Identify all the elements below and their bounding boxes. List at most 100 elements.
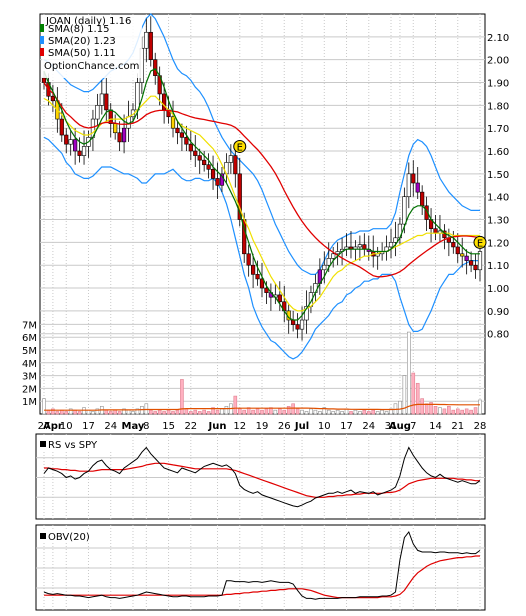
volume-bar <box>184 408 189 415</box>
candle-body <box>455 246 460 255</box>
volume-tick-label: 3M <box>22 372 37 383</box>
rs-line <box>43 446 481 508</box>
volume-bar <box>366 411 371 415</box>
date-tick-label: Apr <box>43 421 63 432</box>
volume-tick-label: 1M <box>22 397 37 408</box>
volume-bar <box>389 408 393 415</box>
candle-body <box>291 319 296 325</box>
volume-bar <box>153 411 158 415</box>
candle-body <box>41 77 47 83</box>
rs-average-line <box>44 462 480 498</box>
volume-bar <box>438 407 442 415</box>
candle-body <box>153 59 158 76</box>
date-tick-label: 24 <box>362 421 375 432</box>
price-tick-label: 0.80 <box>487 330 509 341</box>
candle-body <box>420 191 425 207</box>
volume-bar <box>206 411 211 415</box>
candle-body <box>113 123 118 134</box>
date-tick-label: 26 <box>278 421 291 432</box>
candle-body <box>326 258 331 266</box>
date-tick-label: 14 <box>429 421 442 432</box>
date-tick-label: Jun <box>208 421 227 432</box>
volume-bar <box>197 411 202 415</box>
volume-bar <box>429 402 433 415</box>
candle-body <box>193 150 198 156</box>
volume-bar <box>322 407 327 415</box>
volume-bar <box>300 409 304 415</box>
candle-body <box>104 93 109 111</box>
volume-bar <box>447 406 451 415</box>
date-tick-label: 27 <box>38 421 51 432</box>
price-tick-label: 1.10 <box>487 261 509 272</box>
volume-bar <box>215 409 220 415</box>
candle-body <box>406 173 411 198</box>
volume-bar <box>237 408 242 415</box>
candle-body <box>50 95 55 102</box>
volume-bar <box>371 409 376 415</box>
volume-bar <box>126 409 131 415</box>
date-tick-label: Jul <box>294 421 309 432</box>
candle-body <box>277 294 282 303</box>
legend-sma50: SMA(50) 1.11 <box>48 48 116 59</box>
candle-body <box>259 278 265 289</box>
volume-bar <box>358 411 362 415</box>
candle-body <box>411 173 416 184</box>
candle-body <box>246 253 251 266</box>
candle-body <box>81 146 87 156</box>
sma8-line <box>43 68 480 321</box>
volume-bar <box>251 409 255 415</box>
candle-body <box>108 109 113 124</box>
candle-body <box>477 251 483 271</box>
obv-line <box>43 530 481 600</box>
price-tick-label: 1.50 <box>487 170 509 181</box>
volume-bar <box>113 409 117 415</box>
price-tick-label: 0.90 <box>487 307 509 318</box>
volume-bar <box>264 408 269 415</box>
sma50-line <box>43 82 481 278</box>
price-tick-label: 1.20 <box>487 238 509 249</box>
price-tick-label: 1.00 <box>487 284 509 295</box>
volume-bar <box>291 403 295 415</box>
volume-bar <box>108 411 113 415</box>
date-tick-label: 17 <box>82 421 95 432</box>
candle-body <box>255 274 260 280</box>
candle-body <box>64 134 69 145</box>
candle-body <box>388 242 394 248</box>
earnings-marker <box>233 139 247 153</box>
price-tick-label: 1.90 <box>487 79 509 90</box>
date-tick-label: 10 <box>60 421 73 432</box>
candle-body <box>322 264 327 271</box>
candle-body <box>59 118 64 136</box>
volume-bar <box>122 408 126 415</box>
volume-bar <box>233 395 238 415</box>
candle-body <box>77 150 82 156</box>
volume-bar <box>473 407 478 415</box>
candle-body <box>251 264 256 275</box>
candle-body <box>362 244 367 250</box>
obv-title: OBV(20) <box>48 532 90 543</box>
volume-tick-label: 6M <box>22 333 37 344</box>
candle-body <box>464 255 469 261</box>
volume-bar <box>415 382 420 415</box>
candle-body <box>135 82 140 111</box>
volume-bar <box>95 408 100 415</box>
volume-bar <box>295 408 300 415</box>
price-tick-label: 1.30 <box>487 216 509 227</box>
volume-bar <box>42 398 46 415</box>
volume-bar <box>224 406 229 415</box>
candle-body <box>99 93 104 106</box>
candle-body <box>73 139 78 152</box>
date-tick-label: Aug <box>389 421 411 432</box>
volume-bar <box>340 411 344 415</box>
price-tick-label: 1.40 <box>487 193 509 204</box>
candle-body <box>210 168 216 179</box>
volume-bar <box>384 411 389 415</box>
volume-bar <box>411 372 416 415</box>
candle-body <box>202 159 207 166</box>
volume-bar <box>148 409 153 415</box>
legend-ticker: JOAN (daily) 1.16 <box>45 16 131 27</box>
volume-tick-label: 2M <box>22 384 37 395</box>
volume-bar <box>131 411 135 415</box>
volume-bar <box>469 409 473 415</box>
